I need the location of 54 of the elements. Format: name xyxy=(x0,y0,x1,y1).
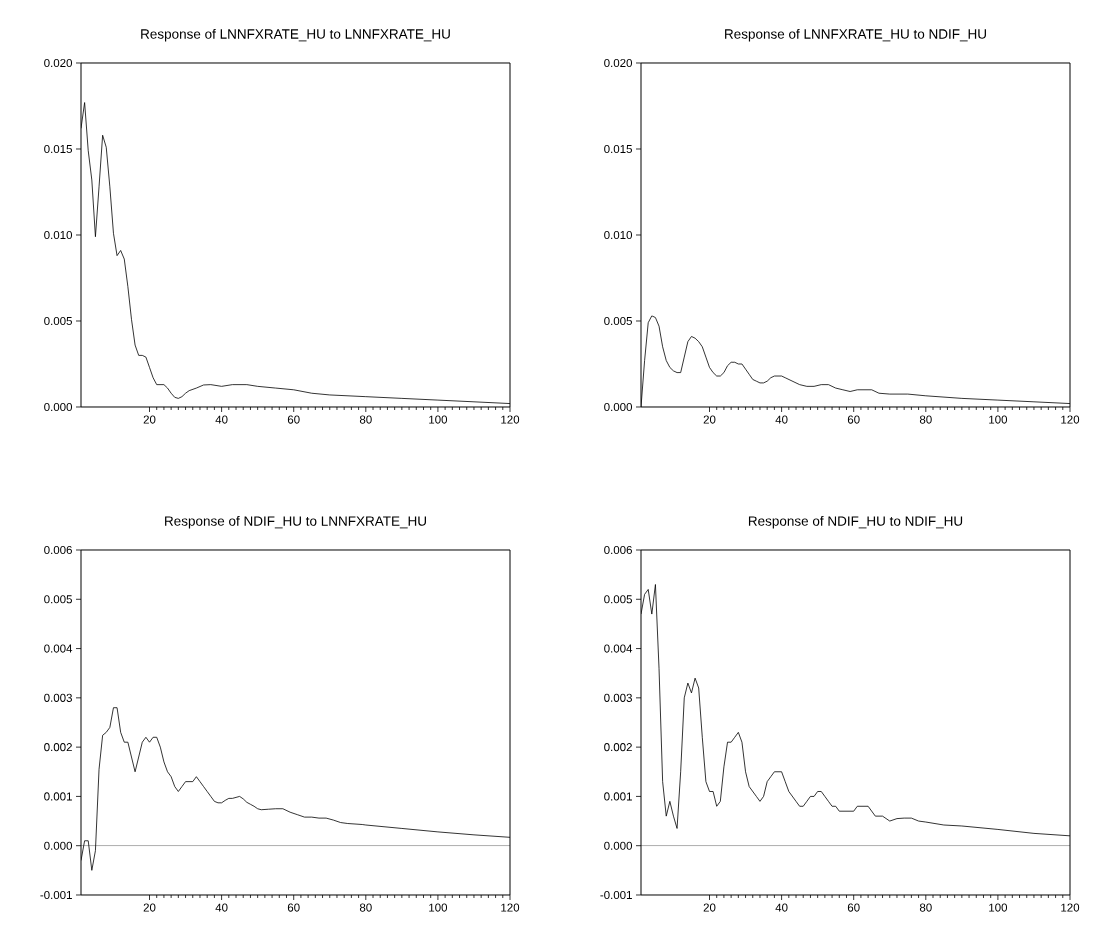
y-tick-label: 0.010 xyxy=(604,230,633,240)
y-tick-label: 0.005 xyxy=(604,595,632,604)
y-tick-label: 0.003 xyxy=(604,693,632,702)
chart-title: Response of LNNFXRATE_HU to LNNFXRATE_HU xyxy=(141,28,450,42)
x-tick-label: 40 xyxy=(775,415,788,424)
chart-title: Response of LNNFXRATE_HU to NDIF_HU xyxy=(725,28,986,42)
y-tick-label: 0.004 xyxy=(44,644,73,653)
y-tick-label: 0.000 xyxy=(44,402,73,412)
y-tick-label: 0.005 xyxy=(44,595,72,604)
y-tick-label: 0.000 xyxy=(604,841,633,850)
x-tick-label: 120 xyxy=(1061,903,1080,912)
y-tick-label: 0.006 xyxy=(44,545,72,555)
y-tick-label: 0.020 xyxy=(44,58,73,68)
y-tick-label: 0.001 xyxy=(604,792,632,801)
chart-title: Response of NDIF_HU to LNNFXRATE_HU xyxy=(165,515,426,529)
chart-title: Response of NDIF_HU to NDIF_HU xyxy=(748,515,963,529)
x-tick-label: 120 xyxy=(1061,415,1080,424)
x-tick-label: 100 xyxy=(429,903,448,912)
x-tick-label: 60 xyxy=(287,903,300,912)
x-tick-label: 80 xyxy=(359,903,372,912)
y-tick-label: -0.001 xyxy=(600,890,632,900)
y-tick-label: 0.002 xyxy=(44,743,72,752)
x-tick-label: 20 xyxy=(703,415,716,424)
y-tick-label: 0.003 xyxy=(44,693,72,702)
x-tick-label: 60 xyxy=(847,415,860,424)
x-tick-label: 80 xyxy=(919,903,932,912)
x-tick-label: 100 xyxy=(989,903,1008,912)
y-tick-label: 0.005 xyxy=(604,316,632,326)
y-tick-label: 0.010 xyxy=(44,230,73,240)
y-tick-label: 0.015 xyxy=(44,144,72,154)
y-tick-label: 0.006 xyxy=(604,545,632,555)
x-tick-label: 60 xyxy=(847,903,860,912)
x-tick-label: 40 xyxy=(775,903,788,912)
x-tick-label: 20 xyxy=(143,415,156,424)
x-tick-label: 20 xyxy=(703,903,716,912)
y-tick-label: 0.020 xyxy=(604,58,633,68)
y-tick-label: -0.001 xyxy=(40,890,72,900)
x-tick-label: 120 xyxy=(501,415,520,424)
y-tick-label: 0.004 xyxy=(604,644,633,653)
x-tick-label: 120 xyxy=(501,903,520,912)
x-tick-label: 80 xyxy=(919,415,932,424)
y-tick-label: 0.015 xyxy=(604,144,632,154)
x-tick-label: 100 xyxy=(989,415,1008,424)
y-tick-label: 0.000 xyxy=(44,841,73,850)
x-tick-label: 20 xyxy=(143,903,156,912)
x-tick-label: 40 xyxy=(215,903,228,912)
y-tick-label: 0.000 xyxy=(604,402,633,412)
x-tick-label: 60 xyxy=(287,415,300,424)
x-tick-label: 80 xyxy=(359,415,372,424)
x-tick-label: 100 xyxy=(429,415,448,424)
y-tick-label: 0.001 xyxy=(44,792,72,801)
y-tick-label: 0.005 xyxy=(44,316,72,326)
y-tick-label: 0.002 xyxy=(604,743,632,752)
x-tick-label: 40 xyxy=(215,415,228,424)
